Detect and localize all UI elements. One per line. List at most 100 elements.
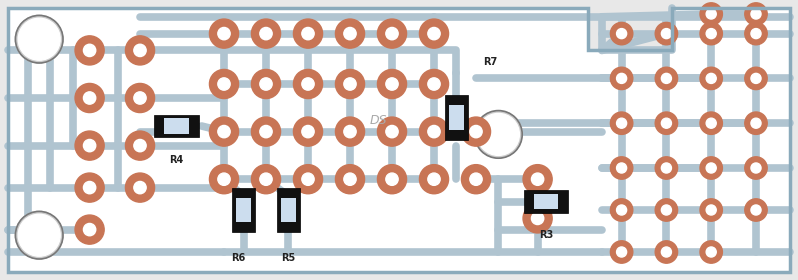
Text: R5: R5 <box>281 253 295 263</box>
Bar <box>448 105 464 130</box>
Circle shape <box>377 19 406 48</box>
Text: R3: R3 <box>539 230 553 240</box>
Circle shape <box>745 3 767 25</box>
Circle shape <box>428 125 440 138</box>
Circle shape <box>662 205 671 215</box>
Circle shape <box>134 44 146 57</box>
Circle shape <box>302 173 314 185</box>
Circle shape <box>15 15 63 63</box>
Circle shape <box>745 22 767 45</box>
Circle shape <box>617 205 626 215</box>
Circle shape <box>655 22 678 45</box>
Circle shape <box>218 27 230 40</box>
Circle shape <box>751 163 761 173</box>
Polygon shape <box>588 8 672 50</box>
Circle shape <box>706 73 717 83</box>
Circle shape <box>344 173 356 185</box>
Circle shape <box>125 83 155 113</box>
Circle shape <box>218 78 230 90</box>
Circle shape <box>700 67 722 90</box>
Circle shape <box>751 205 761 215</box>
Circle shape <box>84 139 96 152</box>
Circle shape <box>251 69 281 99</box>
Circle shape <box>377 69 406 99</box>
Circle shape <box>218 125 230 138</box>
Circle shape <box>209 165 239 194</box>
Circle shape <box>294 165 322 194</box>
Circle shape <box>655 199 678 221</box>
Circle shape <box>302 125 314 138</box>
Circle shape <box>75 173 105 202</box>
Circle shape <box>470 173 482 185</box>
Circle shape <box>377 165 406 194</box>
Circle shape <box>386 78 398 90</box>
Circle shape <box>335 19 365 48</box>
Circle shape <box>75 131 105 160</box>
Circle shape <box>523 204 552 233</box>
Circle shape <box>294 117 322 146</box>
Circle shape <box>335 69 365 99</box>
Bar <box>523 190 568 213</box>
Circle shape <box>706 247 717 257</box>
Polygon shape <box>9 8 789 272</box>
Circle shape <box>260 78 272 90</box>
Circle shape <box>302 78 314 90</box>
Circle shape <box>745 199 767 221</box>
Circle shape <box>461 117 491 146</box>
Circle shape <box>706 29 717 39</box>
Bar <box>164 118 188 134</box>
Bar <box>281 198 296 222</box>
Circle shape <box>700 22 722 45</box>
Circle shape <box>428 27 440 40</box>
Circle shape <box>751 29 761 39</box>
Circle shape <box>15 211 63 259</box>
Text: R6: R6 <box>231 253 245 263</box>
Circle shape <box>662 29 671 39</box>
Circle shape <box>125 36 155 65</box>
Circle shape <box>745 157 767 179</box>
Circle shape <box>134 92 146 104</box>
Circle shape <box>75 83 105 113</box>
Circle shape <box>751 73 761 83</box>
Bar <box>235 198 251 222</box>
Circle shape <box>420 69 448 99</box>
Circle shape <box>700 112 722 134</box>
Circle shape <box>84 181 96 194</box>
Circle shape <box>610 157 633 179</box>
Circle shape <box>610 67 633 90</box>
Circle shape <box>75 215 105 244</box>
Circle shape <box>617 73 626 83</box>
Circle shape <box>134 139 146 152</box>
Circle shape <box>428 78 440 90</box>
Circle shape <box>294 19 322 48</box>
Circle shape <box>420 19 448 48</box>
Circle shape <box>662 73 671 83</box>
Circle shape <box>302 27 314 40</box>
Circle shape <box>428 173 440 185</box>
Circle shape <box>18 214 60 256</box>
Circle shape <box>610 112 633 134</box>
Bar <box>277 188 299 232</box>
Circle shape <box>617 118 626 128</box>
Circle shape <box>377 117 406 146</box>
Circle shape <box>706 163 717 173</box>
Circle shape <box>461 165 491 194</box>
Circle shape <box>335 165 365 194</box>
Circle shape <box>610 199 633 221</box>
Circle shape <box>706 205 717 215</box>
Circle shape <box>386 173 398 185</box>
Circle shape <box>260 173 272 185</box>
Circle shape <box>655 67 678 90</box>
Circle shape <box>344 78 356 90</box>
Circle shape <box>745 67 767 90</box>
Circle shape <box>209 117 239 146</box>
Circle shape <box>751 118 761 128</box>
Bar <box>445 95 468 140</box>
Circle shape <box>335 117 365 146</box>
Circle shape <box>655 157 678 179</box>
Circle shape <box>706 9 717 19</box>
Circle shape <box>470 125 482 138</box>
Circle shape <box>420 165 448 194</box>
Circle shape <box>209 69 239 99</box>
Circle shape <box>617 163 626 173</box>
